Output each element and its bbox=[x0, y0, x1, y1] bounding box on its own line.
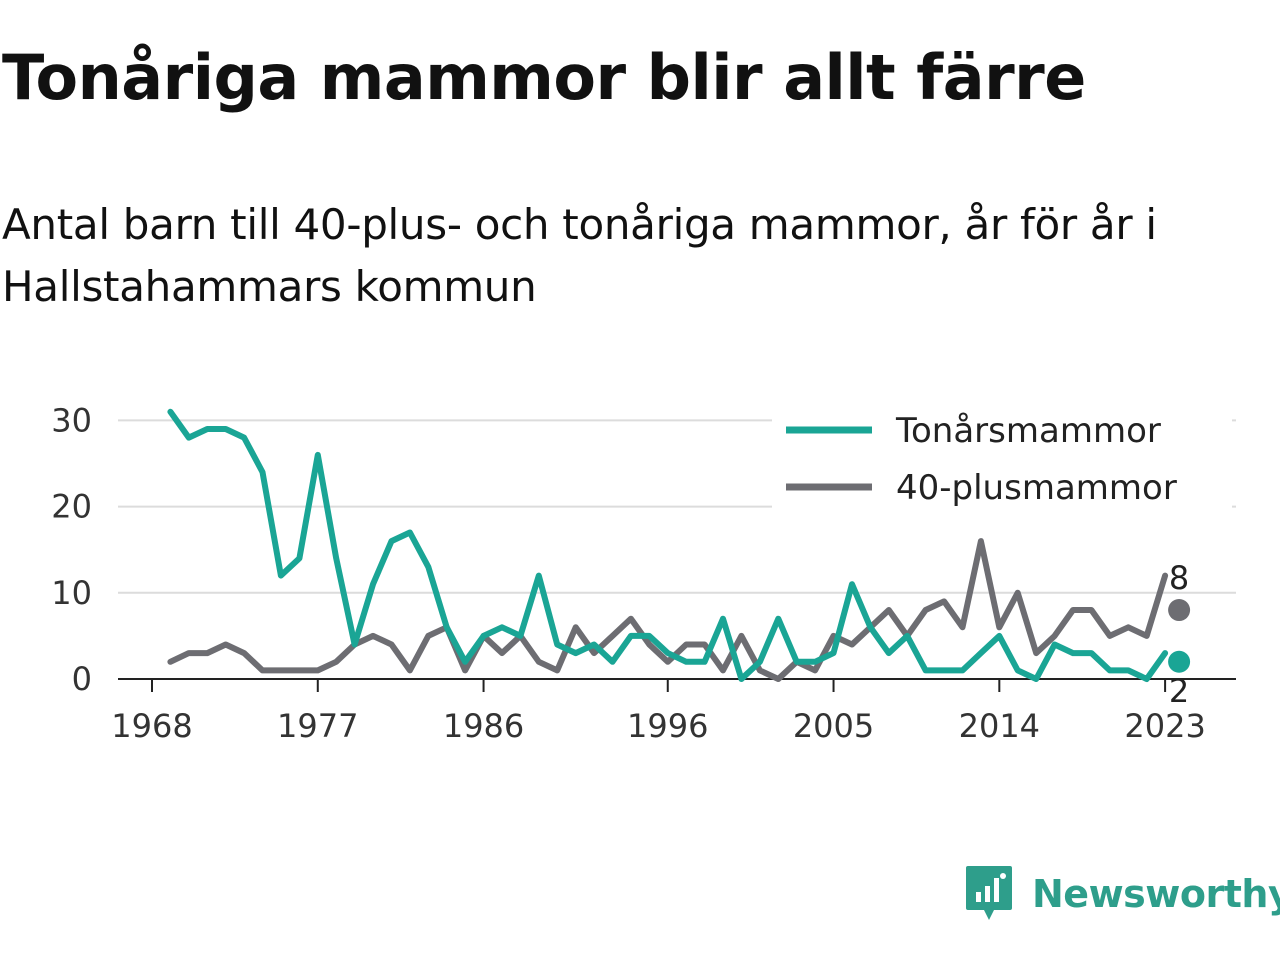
x-axis-ticks: 1968 1977 1986 1996 2005 2014 2023 bbox=[111, 679, 1206, 745]
series-line-tonarsmammor bbox=[167, 408, 1169, 682]
end-points: 82 bbox=[1168, 559, 1191, 710]
end-point-40-plusmammor bbox=[1168, 599, 1191, 622]
x-tick-label: 1968 bbox=[111, 707, 192, 745]
end-label-40-plusmammor: 8 bbox=[1169, 559, 1189, 597]
x-tick-label: 1996 bbox=[627, 707, 708, 745]
end-label-tonarsmammor: 2 bbox=[1169, 672, 1189, 710]
y-tick-label: 0 bbox=[72, 660, 92, 698]
newsworthy-logo[interactable]: Newsworthy bbox=[964, 864, 1280, 924]
chart-title: Tonåriga mammor blir allt färre bbox=[2, 41, 1086, 114]
brand-name: Newsworthy bbox=[1032, 872, 1280, 916]
x-tick-label: 2014 bbox=[959, 707, 1040, 745]
chart-speech-bubble-icon bbox=[966, 866, 1012, 920]
legend-label-40-plusmammor: 40-plusmammor bbox=[896, 468, 1177, 508]
y-tick-label: 10 bbox=[51, 574, 92, 612]
x-tick-label: 1986 bbox=[443, 707, 524, 745]
y-tick-label: 30 bbox=[51, 401, 92, 439]
x-tick-label: 2005 bbox=[793, 707, 874, 745]
x-tick-label: 1977 bbox=[277, 707, 358, 745]
end-point-tonarsmammor bbox=[1168, 650, 1191, 673]
legend: Tonårsmammor 40-plusmammor bbox=[772, 402, 1232, 510]
series-lines bbox=[167, 408, 1169, 682]
y-axis-ticks: 0 10 20 30 bbox=[51, 401, 92, 698]
chart-subtitle: Antal barn till 40-plus- och tonåriga ma… bbox=[2, 200, 1157, 311]
y-tick-label: 20 bbox=[51, 488, 92, 526]
x-tick-label: 2023 bbox=[1124, 707, 1205, 745]
legend-label-tonarsmammor: Tonårsmammor bbox=[895, 411, 1161, 451]
series-line-40-plusmammor bbox=[167, 538, 1169, 682]
